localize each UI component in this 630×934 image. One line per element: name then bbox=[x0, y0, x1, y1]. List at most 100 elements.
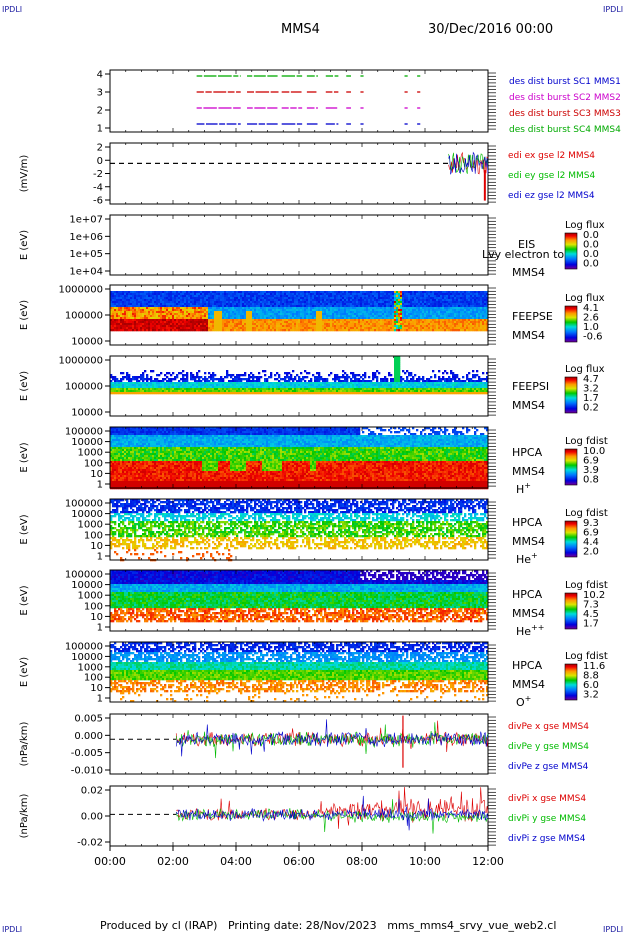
y-tick-label: 0 bbox=[97, 156, 103, 167]
legend-entry: des dist burst SC1 MMS1 bbox=[509, 77, 621, 87]
spectrogram-feepse bbox=[110, 291, 488, 331]
y-tick-label: 100000 bbox=[65, 499, 103, 510]
spectrogram-hpca_o bbox=[110, 642, 488, 702]
y-tick-label: 100000 bbox=[65, 382, 103, 393]
colorbar-hpca_he2 bbox=[565, 593, 577, 629]
legend-entry: edi ex gse l2 MMS4 bbox=[508, 151, 595, 161]
y-axis-label: E (eV) bbox=[19, 300, 30, 330]
instrument-label: FEEPSE bbox=[512, 310, 553, 323]
y-tick-label: 10000 bbox=[71, 509, 103, 520]
y-tick-label: 10 bbox=[90, 541, 103, 552]
spacecraft-label: MMS4 bbox=[512, 535, 545, 548]
legend-entry: divPi z gse MMS4 bbox=[508, 834, 586, 844]
y-tick-label: 0.00 bbox=[81, 812, 103, 823]
x-tick-label: 06:00 bbox=[283, 855, 315, 868]
y-tick-label: 10 bbox=[90, 469, 103, 480]
panel-frame-burst bbox=[110, 70, 488, 132]
y-tick-label: 1 bbox=[97, 623, 103, 634]
y-tick-label: -2 bbox=[93, 169, 103, 180]
legend-entry: divPe z gse MMS4 bbox=[508, 762, 589, 772]
colorbar-tick-label: 0.8 bbox=[583, 475, 599, 486]
spacecraft-label: MMS4 bbox=[512, 607, 545, 620]
y-tick-label: 1e+04 bbox=[69, 267, 103, 278]
y-tick-label: 1000 bbox=[78, 662, 103, 673]
footer-printing-date: Printing date: 28/Nov/2023 bbox=[228, 919, 377, 932]
y-axis-label: (mV/m) bbox=[19, 155, 30, 193]
product-label: Lvy electron to bbox=[482, 248, 564, 261]
y-tick-label: 0.000 bbox=[74, 731, 103, 742]
panel-frame-divpe bbox=[110, 714, 488, 774]
y-tick-label: 2 bbox=[97, 106, 103, 117]
y-tick-label: 100000 bbox=[65, 642, 103, 653]
legend-entry: edi ey gse l2 MMS4 bbox=[508, 171, 595, 181]
y-tick-label: 10 bbox=[90, 612, 103, 623]
y-tick-label: -0.005 bbox=[71, 748, 103, 759]
y-axis-label: E (eV) bbox=[19, 514, 30, 544]
legend-entry: divPi y gse MMS4 bbox=[508, 814, 586, 824]
spacecraft-label: MMS4 bbox=[512, 399, 545, 412]
y-axis-label: (nPa/km) bbox=[19, 794, 30, 839]
instrument-label: HPCA bbox=[512, 516, 543, 529]
spacecraft-label: MMS4 bbox=[512, 678, 545, 691]
y-tick-label: 1000 bbox=[78, 591, 103, 602]
y-tick-label: 1000 bbox=[78, 520, 103, 531]
colorbar-eis bbox=[565, 233, 577, 269]
legend-entry: des dist burst SC3 MMS3 bbox=[509, 109, 621, 119]
spectrogram-hpca_he2 bbox=[110, 570, 488, 622]
y-tick-label: 100 bbox=[84, 601, 103, 612]
y-tick-label: 1e+06 bbox=[69, 232, 103, 243]
y-tick-label: 1e+05 bbox=[69, 249, 103, 260]
y-tick-label: 1e+07 bbox=[69, 215, 103, 226]
x-tick-label: 12:00 bbox=[472, 855, 504, 868]
colorbar-tick-label: -0.6 bbox=[583, 332, 603, 343]
y-axis-label: E (eV) bbox=[19, 442, 30, 472]
species-label: He+ bbox=[516, 551, 538, 566]
colorbar-tick-label: 0.0 bbox=[583, 259, 599, 270]
y-axis-label: E (eV) bbox=[19, 585, 30, 615]
y-tick-label: 10000 bbox=[71, 652, 103, 663]
y-tick-label: 10000 bbox=[71, 337, 103, 348]
colorbar-tick-label: 1.7 bbox=[583, 619, 599, 630]
x-tick-label: 02:00 bbox=[157, 855, 189, 868]
footer-produced-by: Produced by cl (IRAP) bbox=[100, 919, 217, 932]
legend-entry: des dist burst SC4 MMS4 bbox=[509, 125, 621, 135]
y-tick-label: -0.02 bbox=[77, 838, 103, 849]
y-axis-label: E (eV) bbox=[19, 230, 30, 260]
footer-file-name: mms_mms4_srvy_vue_web2.cl bbox=[387, 919, 556, 932]
legend-entry: divPe y gse MMS4 bbox=[508, 742, 589, 752]
legend-entry: divPe x gse MMS4 bbox=[508, 722, 589, 732]
instrument-label: HPCA bbox=[512, 588, 543, 601]
y-tick-label: 1000 bbox=[78, 448, 103, 459]
y-tick-label: 100 bbox=[84, 530, 103, 541]
footer: Produced by cl (IRAP) Printing date: 28/… bbox=[100, 919, 556, 932]
y-tick-label: 2 bbox=[97, 143, 103, 154]
x-tick-label: 00:00 bbox=[94, 855, 126, 868]
y-tick-label: -6 bbox=[93, 196, 103, 207]
y-tick-label: 0.005 bbox=[74, 714, 103, 725]
x-tick-label: 10:00 bbox=[409, 855, 441, 868]
spacecraft-label: MMS4 bbox=[512, 266, 545, 279]
y-tick-label: 1 bbox=[97, 480, 103, 491]
y-tick-label: 3 bbox=[97, 88, 103, 99]
colorbar-tick-label: 3.2 bbox=[583, 690, 599, 701]
y-tick-label: 100000 bbox=[65, 427, 103, 438]
y-tick-label: -0.010 bbox=[71, 766, 103, 777]
y-tick-label: 100 bbox=[84, 458, 103, 469]
legend-entry: des dist burst SC2 MMS2 bbox=[509, 93, 621, 103]
legend-entry: divPi x gse MMS4 bbox=[508, 794, 586, 804]
colorbar-feepse bbox=[565, 306, 577, 342]
y-tick-label: 4 bbox=[97, 70, 103, 81]
y-tick-label: -4 bbox=[93, 182, 103, 193]
y-axis-label: E (eV) bbox=[19, 657, 30, 687]
y-tick-label: 100000 bbox=[65, 311, 103, 322]
y-axis-label: E (eV) bbox=[19, 371, 30, 401]
y-tick-label: 10000 bbox=[71, 408, 103, 419]
x-tick-label: 08:00 bbox=[346, 855, 378, 868]
instrument-label: HPCA bbox=[512, 446, 543, 459]
panel-frame-eis bbox=[110, 215, 488, 275]
y-axis-label: (nPa/km) bbox=[19, 722, 30, 767]
colorbar-tick-label: 0.2 bbox=[583, 403, 599, 414]
species-label: He++ bbox=[516, 623, 544, 638]
y-tick-label: 0.02 bbox=[81, 786, 103, 797]
